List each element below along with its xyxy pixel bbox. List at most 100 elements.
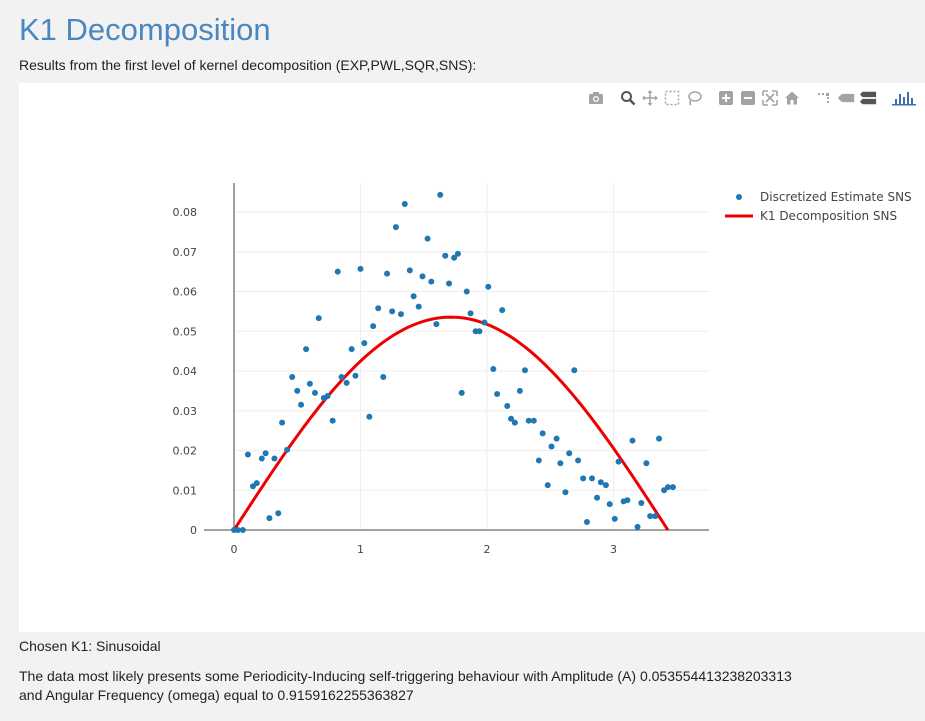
scatter-point[interactable] bbox=[458, 389, 465, 396]
scatter-point[interactable] bbox=[451, 254, 458, 261]
scatter-point[interactable] bbox=[294, 387, 301, 394]
scatter-point[interactable] bbox=[258, 455, 265, 462]
scatter-point[interactable] bbox=[244, 451, 251, 458]
scatter-point[interactable] bbox=[406, 267, 413, 274]
scatter-point[interactable] bbox=[669, 484, 676, 491]
scatter-point[interactable] bbox=[352, 372, 359, 379]
zoom-icon[interactable] bbox=[619, 89, 637, 107]
scatter-point[interactable] bbox=[298, 401, 305, 408]
scatter-point[interactable] bbox=[476, 328, 483, 335]
scatter-point[interactable] bbox=[504, 402, 511, 409]
scatter-point[interactable] bbox=[571, 367, 578, 374]
scatter-point[interactable] bbox=[324, 393, 331, 400]
scatter-point[interactable] bbox=[643, 460, 650, 467]
scatter-point[interactable] bbox=[446, 280, 453, 287]
box-select-icon[interactable] bbox=[663, 89, 681, 107]
scatter-point[interactable] bbox=[647, 513, 654, 520]
scatter-point[interactable] bbox=[315, 315, 322, 322]
scatter-point[interactable] bbox=[375, 305, 382, 312]
scatter-point[interactable] bbox=[419, 273, 426, 280]
scatter-point[interactable] bbox=[588, 475, 595, 482]
scatter-point[interactable] bbox=[401, 201, 408, 208]
scatter-point[interactable] bbox=[428, 278, 435, 285]
scatter-point[interactable] bbox=[562, 489, 569, 496]
scatter-point[interactable] bbox=[535, 457, 542, 464]
scatter-point[interactable] bbox=[594, 494, 601, 501]
scatter-point[interactable] bbox=[611, 515, 618, 522]
scatter-point[interactable] bbox=[311, 389, 318, 396]
scatter-point[interactable] bbox=[284, 446, 291, 453]
scatter-point[interactable] bbox=[454, 250, 461, 257]
scatter-point[interactable] bbox=[343, 379, 350, 386]
scatter-point[interactable] bbox=[606, 501, 613, 508]
scatter-point[interactable] bbox=[521, 367, 528, 374]
chart-svg[interactable]: 0 0.01 0.02 0.03 0.04 0.05 0.06 0.07 0.08 0 1 2 3 bbox=[19, 83, 925, 632]
scatter-point[interactable] bbox=[366, 413, 373, 420]
scatter-point[interactable] bbox=[271, 455, 278, 462]
scatter-point[interactable] bbox=[338, 373, 345, 380]
zoom-out-icon[interactable] bbox=[739, 89, 757, 107]
scatter-point[interactable] bbox=[508, 415, 515, 422]
scatter-point[interactable] bbox=[467, 310, 474, 317]
plot-area[interactable]: 0 0.01 0.02 0.03 0.04 0.05 0.06 0.07 0.08 0 1 2 3 Di… bbox=[19, 83, 925, 632]
scatter-point[interactable] bbox=[494, 391, 501, 398]
scatter-point[interactable] bbox=[389, 308, 396, 315]
camera-icon[interactable] bbox=[587, 89, 605, 107]
scatter-point[interactable] bbox=[361, 340, 368, 347]
scatter-point[interactable] bbox=[415, 303, 422, 310]
scatter-point[interactable] bbox=[516, 387, 523, 394]
scatter-point[interactable] bbox=[624, 497, 631, 504]
scatter-point[interactable] bbox=[384, 270, 391, 277]
scatter-point[interactable] bbox=[303, 346, 310, 353]
scatter-point[interactable] bbox=[424, 235, 431, 242]
scatter-point[interactable] bbox=[602, 482, 609, 489]
scatter-point[interactable] bbox=[442, 252, 449, 259]
autoscale-icon[interactable] bbox=[761, 89, 779, 107]
plotly-logo-icon[interactable] bbox=[891, 89, 917, 107]
scatter-point[interactable] bbox=[253, 480, 260, 487]
scatter-point[interactable] bbox=[629, 437, 636, 444]
scatter-point[interactable] bbox=[266, 515, 273, 522]
scatter-point[interactable] bbox=[329, 417, 336, 424]
scatter-point[interactable] bbox=[652, 513, 659, 520]
scatter-point[interactable] bbox=[485, 283, 492, 290]
scatter-point[interactable] bbox=[530, 417, 537, 424]
scatter-point[interactable] bbox=[392, 224, 399, 231]
scatter-series[interactable] bbox=[231, 191, 676, 533]
scatter-point[interactable] bbox=[234, 527, 241, 533]
legend-item-scatter[interactable]: Discretized Estimate SNS bbox=[724, 187, 912, 206]
scatter-point[interactable] bbox=[306, 380, 313, 387]
scatter-point[interactable] bbox=[638, 499, 645, 506]
lasso-select-icon[interactable] bbox=[685, 89, 703, 107]
scatter-point[interactable] bbox=[380, 373, 387, 380]
scatter-point[interactable] bbox=[575, 457, 582, 464]
scatter-point[interactable] bbox=[597, 479, 604, 486]
scatter-point[interactable] bbox=[615, 458, 622, 465]
scatter-point[interactable] bbox=[525, 417, 532, 424]
legend-item-line[interactable]: K1 Decomposition SNS bbox=[724, 206, 912, 225]
scatter-point[interactable] bbox=[490, 366, 497, 373]
scatter-point[interactable] bbox=[548, 443, 555, 450]
scatter-point[interactable] bbox=[410, 293, 417, 300]
scatter-point[interactable] bbox=[566, 450, 573, 457]
hover-compare-icon[interactable] bbox=[859, 89, 877, 107]
scatter-point[interactable] bbox=[397, 311, 404, 318]
zoom-in-icon[interactable] bbox=[717, 89, 735, 107]
scatter-point[interactable] bbox=[539, 430, 546, 437]
scatter-point[interactable] bbox=[357, 265, 364, 272]
hover-closest-icon[interactable] bbox=[837, 89, 855, 107]
scatter-point[interactable] bbox=[334, 268, 341, 275]
scatter-point[interactable] bbox=[499, 307, 506, 314]
scatter-point[interactable] bbox=[262, 450, 269, 457]
scatter-point[interactable] bbox=[580, 475, 587, 482]
scatter-point[interactable] bbox=[481, 319, 488, 326]
scatter-point[interactable] bbox=[511, 419, 518, 426]
scatter-point[interactable] bbox=[553, 435, 560, 442]
scatter-point[interactable] bbox=[370, 323, 377, 330]
scatter-point[interactable] bbox=[289, 373, 296, 380]
reset-axes-icon[interactable] bbox=[783, 89, 801, 107]
scatter-point[interactable] bbox=[348, 346, 355, 353]
scatter-point[interactable] bbox=[664, 484, 671, 491]
scatter-point[interactable] bbox=[634, 523, 641, 530]
scatter-point[interactable] bbox=[275, 510, 282, 517]
